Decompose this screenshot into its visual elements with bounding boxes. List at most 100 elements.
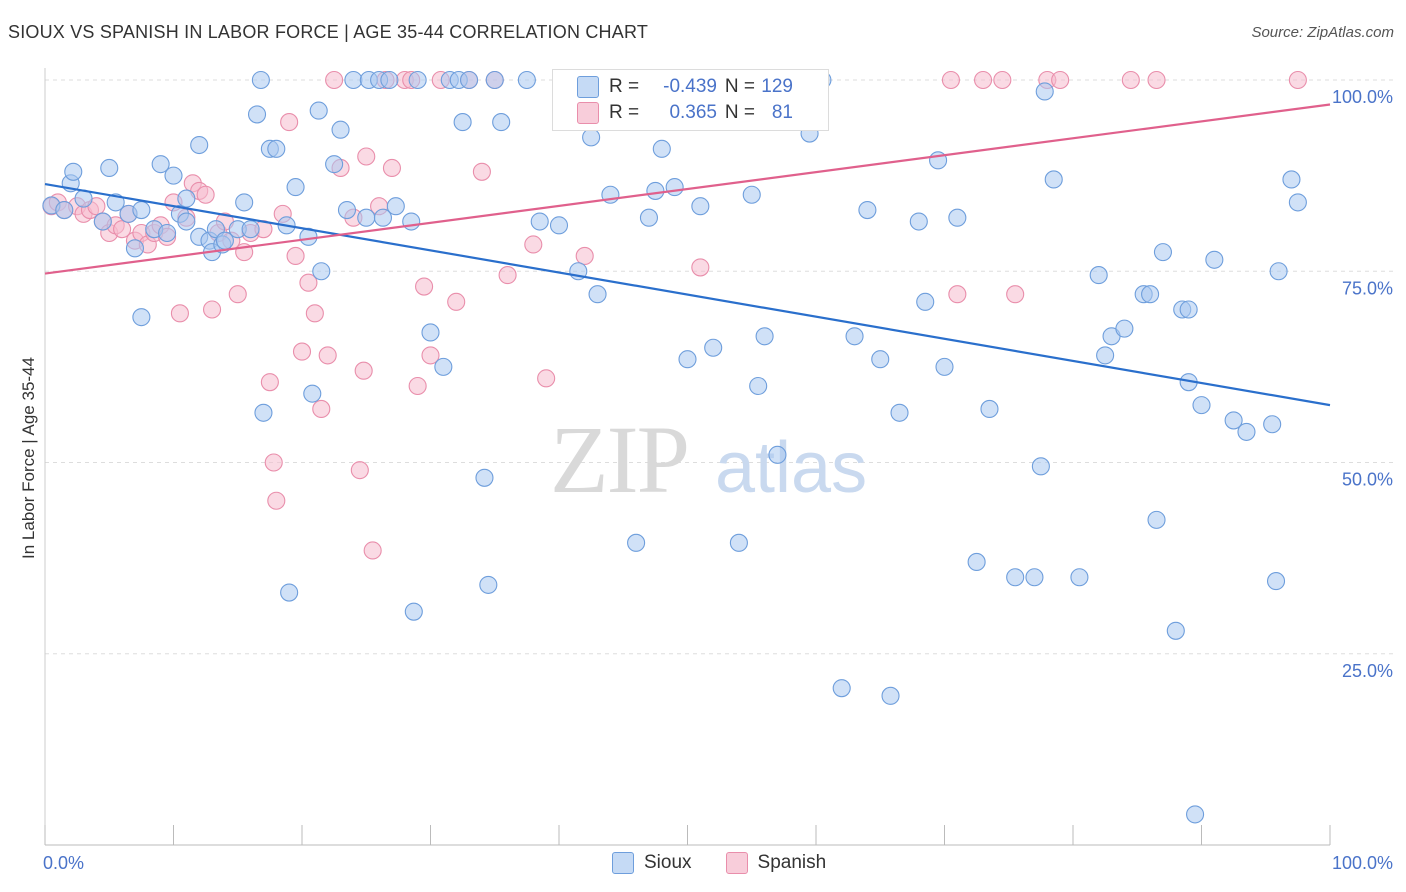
sioux-point: [832, 679, 851, 698]
spanish-point: [1288, 70, 1307, 90]
legend-row-spanish: R = 0.365 N = 81: [577, 101, 793, 125]
spanish-point: [354, 361, 373, 380]
legend-row-sioux: R = -0.439 N = 129: [577, 75, 793, 99]
sioux-point: [303, 384, 322, 403]
sioux-point: [1288, 193, 1307, 212]
sioux-point: [678, 350, 697, 369]
sioux-point: [479, 575, 498, 594]
sioux-point: [1224, 411, 1243, 430]
y-tick-label: 50.0%: [1342, 470, 1393, 490]
sioux-point: [459, 70, 479, 90]
sioux-point: [280, 583, 299, 602]
sioux-point: [373, 208, 393, 227]
spanish-point: [318, 346, 337, 365]
sioux-point: [890, 403, 909, 422]
sioux-point: [106, 193, 125, 212]
legend-n-value: 129: [761, 76, 793, 97]
sioux-point: [1115, 319, 1134, 338]
sioux-point: [132, 201, 151, 220]
sioux-point: [665, 178, 684, 197]
sioux-point: [1153, 243, 1172, 262]
sioux-point: [55, 201, 74, 220]
sioux-point: [177, 212, 196, 231]
spanish-point: [113, 220, 132, 239]
sioux-point: [125, 239, 144, 258]
sioux-swatch: [612, 852, 634, 874]
spanish-point: [382, 158, 402, 178]
y-tick-label: 75.0%: [1342, 278, 1393, 298]
spanish-point: [305, 304, 324, 323]
sioux-point: [729, 533, 748, 552]
y-axis-label: In Labor Force | Age 35-44: [19, 357, 38, 559]
spanish-point: [363, 541, 382, 560]
sioux-point: [344, 70, 363, 90]
y-tick-label: 100.0%: [1332, 87, 1393, 107]
spanish-swatch: [577, 102, 599, 124]
spanish-point: [973, 70, 993, 90]
sioux-point: [312, 262, 331, 281]
correlation-legend: R = -0.439 N = 129 R = 0.365 N = 81: [552, 69, 829, 131]
sioux-point: [1166, 621, 1185, 640]
sioux-point: [453, 113, 472, 132]
spanish-point: [1147, 70, 1166, 90]
spanish-point: [228, 285, 247, 304]
legend-n-label: N =: [724, 76, 755, 97]
sioux-point: [64, 162, 83, 181]
sioux-point: [1237, 422, 1256, 441]
series-legend: Sioux Spanish: [612, 852, 860, 874]
spanish-point: [447, 292, 466, 311]
spanish-point: [267, 491, 286, 510]
sioux-point: [1147, 510, 1166, 529]
legend-r-value: 0.365: [669, 102, 717, 123]
sioux-trend-line: [44, 182, 1331, 407]
sioux-point: [1031, 457, 1050, 476]
sioux-point: [858, 201, 877, 220]
x-tick-label: 100.0%: [1332, 853, 1393, 873]
sioux-point: [768, 445, 787, 464]
sioux-point: [1266, 572, 1286, 591]
spanish-point: [421, 346, 440, 365]
spanish-point: [993, 70, 1012, 90]
sioux-point: [691, 197, 710, 216]
sioux-point: [421, 323, 440, 342]
spanish-point: [299, 273, 318, 292]
sioux-point: [1070, 568, 1089, 587]
sioux-point: [402, 212, 421, 231]
spanish-point: [941, 70, 960, 90]
sioux-point: [549, 216, 569, 235]
sioux-point: [408, 70, 427, 90]
sioux-point: [1186, 805, 1205, 824]
sioux-point: [267, 139, 286, 158]
sioux-point: [492, 113, 511, 132]
legend-r-label: R =: [609, 102, 640, 123]
spanish-point: [196, 185, 215, 204]
sioux-point: [485, 70, 504, 90]
chart-title: SIOUX VS SPANISH IN LABOR FORCE | AGE 35…: [8, 22, 649, 42]
sioux-point: [916, 292, 935, 311]
sioux-point: [100, 158, 119, 178]
sioux-point: [1192, 396, 1211, 415]
sioux-swatch: [577, 76, 599, 98]
watermark-atlas: atlas: [715, 428, 867, 508]
watermark-zip: ZIP: [550, 406, 688, 513]
sioux-points: [42, 70, 1307, 824]
sioux-point: [235, 193, 254, 212]
x-tick-label: 0.0%: [43, 853, 84, 873]
y-tick-label: 25.0%: [1342, 661, 1393, 681]
sioux-point: [309, 101, 328, 120]
sioux-point: [627, 533, 646, 552]
sioux-point: [241, 220, 260, 239]
spanish-point: [498, 266, 517, 285]
sioux-point: [1035, 82, 1054, 101]
grid-lines: [45, 79, 1395, 655]
source-label: Source: ZipAtlas.com: [1251, 24, 1394, 41]
sioux-point: [1025, 568, 1044, 587]
legend-item-sioux: Sioux: [612, 852, 692, 874]
spanish-point: [325, 70, 344, 90]
spanish-points: [42, 70, 1307, 560]
sioux-point: [164, 166, 183, 185]
sioux-point: [1282, 170, 1301, 189]
spanish-point: [1121, 70, 1140, 90]
legend-n-label: N =: [724, 102, 755, 123]
sioux-point: [749, 376, 768, 396]
